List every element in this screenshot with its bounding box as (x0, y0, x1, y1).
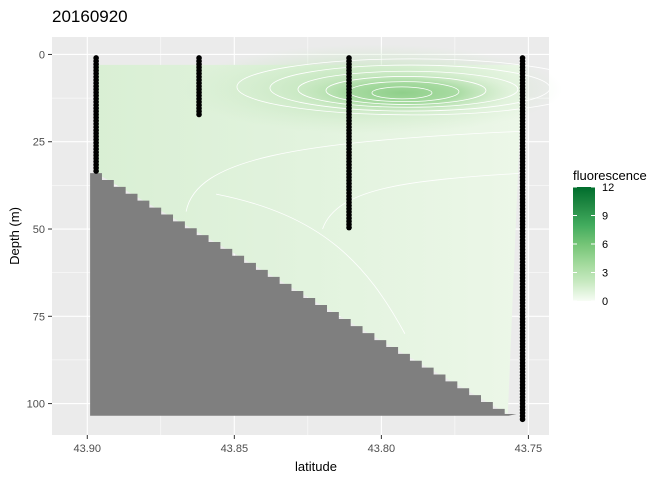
contour-line (322, 172, 523, 230)
contour-line (216, 193, 406, 334)
x-tick-label: 43.90 (74, 443, 102, 455)
legend-colorbar (573, 187, 595, 301)
legend-tick-label: 9 (602, 211, 608, 223)
contour-line (325, 76, 487, 105)
legend-tick-label: 12 (602, 182, 614, 194)
legend-tick-label: 0 (602, 296, 608, 308)
contour-line (236, 58, 588, 116)
legend: fluorescence 12 9 6 3 0 (573, 168, 647, 308)
legend-ticks: 12 9 6 3 0 (573, 182, 614, 308)
x-tick-label: 43.80 (368, 443, 396, 455)
chart-title: 20160920 (52, 7, 128, 26)
y-tick-label: 75 (33, 311, 45, 323)
y-tick-label: 50 (33, 224, 45, 236)
seafloor-bathymetry (90, 173, 517, 416)
legend-tick-label: 3 (602, 268, 608, 280)
contour-line (297, 70, 519, 108)
contour-line (269, 64, 551, 112)
sampling-stations (93, 55, 526, 423)
x-axis: 43.90 43.85 43.80 43.75 (74, 435, 543, 455)
x-tick-label: 43.85 (221, 443, 249, 455)
y-tick-label: 0 (39, 49, 45, 61)
station-sample-point (93, 168, 99, 174)
contour-line (185, 130, 523, 212)
legend-title: fluorescence (573, 168, 647, 183)
fluorescence-surface (96, 64, 523, 415)
station-sample-point (346, 224, 352, 231)
contour-line (371, 86, 433, 100)
y-axis: 0 25 50 75 100 (27, 49, 52, 411)
y-tick-label: 25 (33, 137, 45, 149)
y-tick-label: 100 (27, 399, 45, 411)
fluorescence-contours (185, 58, 588, 334)
x-axis-title: latitude (295, 459, 337, 474)
legend-tick-label: 6 (602, 239, 608, 251)
station-sample-point (196, 111, 202, 118)
y-axis-title: Depth (m) (7, 207, 22, 265)
x-tick-label: 43.75 (515, 443, 543, 455)
station-sample-point (519, 416, 526, 423)
